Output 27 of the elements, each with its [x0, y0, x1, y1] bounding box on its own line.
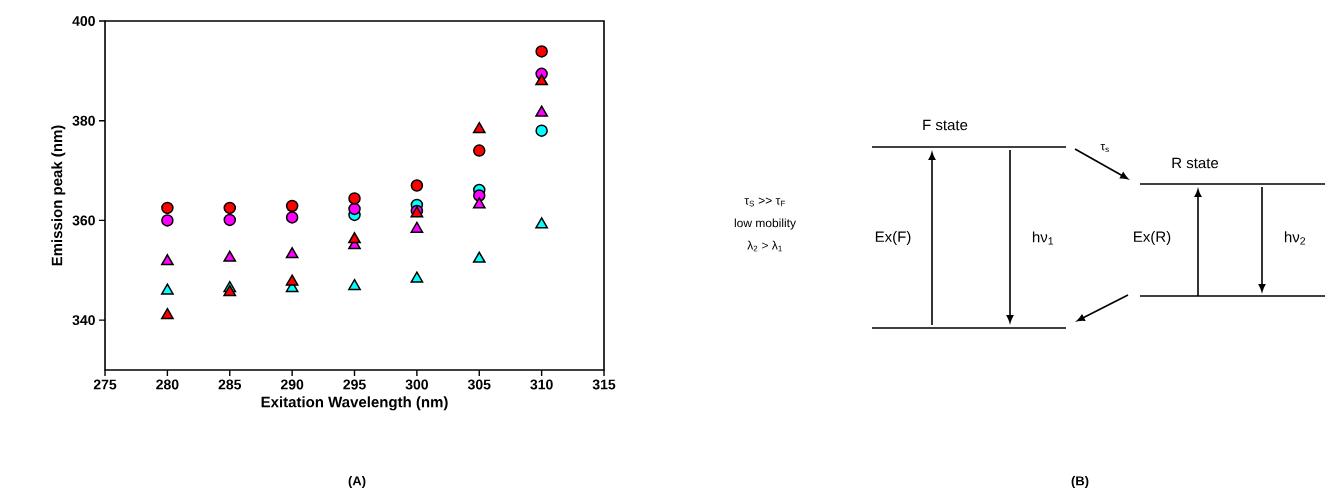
x-tick-label: 275	[93, 379, 117, 390]
text: λ$_{2}$ > λ$_{1}$	[747, 240, 782, 252]
text: hν$_{1}$	[1032, 231, 1054, 245]
y-tick-label: 380	[72, 115, 95, 126]
x-axis-title: Exitation Wavelength (nm)	[261, 396, 448, 411]
text: F state	[923, 119, 968, 131]
y-axis-title: Emission peak (nm)	[51, 125, 66, 266]
text: hν$_{2}$	[1284, 231, 1306, 245]
text: Ex(F)	[875, 231, 911, 245]
x-tick-label: 285	[218, 379, 242, 390]
text: Ex(R)	[1134, 231, 1171, 245]
y-tick-label: 340	[72, 315, 95, 326]
text: τ$_{S}$ >> τ$_{F}$	[744, 197, 785, 207]
text: low mobility	[734, 218, 796, 230]
x-tick-label: 280	[156, 379, 179, 390]
y-tick-label: 360	[72, 215, 95, 226]
x-tick-label: 310	[530, 379, 553, 390]
x-tick-label: 315	[592, 379, 616, 390]
x-tick-label: 300	[405, 379, 428, 390]
text: R state	[1172, 157, 1219, 169]
text: (A)	[348, 475, 366, 489]
text: τ$_{s}$	[1100, 143, 1109, 153]
text: (B)	[1071, 475, 1089, 489]
x-tick-label: 290	[280, 379, 304, 390]
y-tick-label: 400	[72, 16, 95, 26]
x-tick-label: 295	[343, 379, 366, 390]
x-tick-label: 305	[467, 379, 491, 390]
